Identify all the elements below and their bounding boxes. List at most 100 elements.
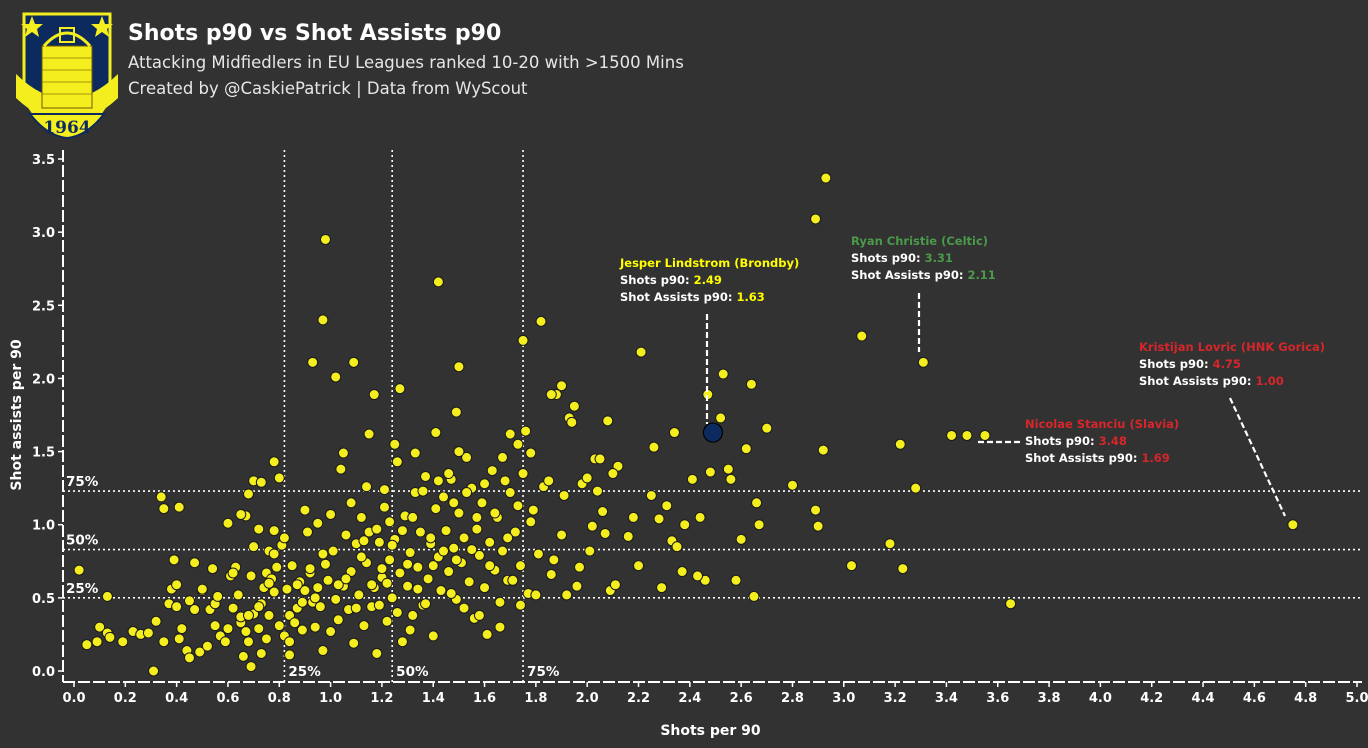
data-point (425, 532, 437, 544)
data-point (240, 626, 252, 638)
data-point (484, 536, 496, 548)
data-point (653, 513, 665, 525)
data-point (417, 485, 429, 497)
data-point (543, 475, 555, 487)
data-point (502, 532, 514, 544)
data-point (443, 468, 455, 480)
data-point (917, 356, 929, 368)
data-point (309, 592, 321, 604)
data-point (150, 615, 162, 627)
data-point (142, 627, 154, 639)
data-point (312, 517, 324, 529)
data-point (514, 599, 526, 611)
data-point (597, 506, 609, 518)
y-tick-label: 1.0 (32, 519, 55, 534)
x-tick-label: 2.4 (678, 691, 701, 706)
x-tick-label: 3.2 (884, 691, 907, 706)
data-point (730, 574, 742, 586)
data-point (432, 475, 444, 487)
data-point (189, 557, 201, 569)
data-point (407, 609, 419, 621)
data-point (479, 478, 491, 490)
data-point (574, 561, 586, 573)
data-point (389, 438, 401, 450)
data-point (412, 583, 424, 595)
data-point (348, 637, 360, 649)
data-point (671, 541, 683, 553)
x-tick-label: 0.2 (114, 691, 137, 706)
percentile-label-y: 75% (66, 474, 99, 490)
data-point (168, 554, 180, 566)
data-point (286, 560, 298, 572)
data-point (453, 361, 465, 373)
data-point (884, 538, 896, 550)
data-point (350, 602, 362, 614)
data-point (735, 533, 747, 545)
data-point (753, 519, 765, 531)
data-point (532, 548, 544, 560)
annotation-assists: Shot Assists p90: 1.63 (620, 290, 765, 304)
annotation-shots: Shots p90: 3.31 (851, 251, 953, 265)
data-point (535, 315, 547, 327)
data-point (332, 614, 344, 626)
x-tick-label: 4.0 (1089, 691, 1112, 706)
data-point (173, 633, 185, 645)
data-point (391, 456, 403, 468)
data-point (260, 633, 272, 645)
data-point (253, 623, 265, 635)
x-tick-label: 4.6 (1243, 691, 1266, 706)
club-logo: 1964 (16, 12, 118, 140)
data-point (330, 593, 342, 605)
data-point (609, 579, 621, 591)
data-point (296, 624, 308, 636)
data-point (715, 412, 727, 424)
data-point (219, 636, 231, 648)
data-point (581, 472, 593, 484)
data-point (810, 504, 822, 516)
data-point (386, 539, 398, 551)
data-point (525, 447, 537, 459)
data-point (661, 500, 673, 512)
data-point (263, 609, 275, 621)
data-point (479, 582, 491, 594)
y-tick-label: 3.5 (32, 153, 55, 168)
data-point (358, 620, 370, 632)
data-point (635, 346, 647, 358)
x-tick-label: 0.6 (216, 691, 239, 706)
percentile-label-x: 75% (527, 664, 560, 680)
data-point (686, 473, 698, 485)
data-point (489, 507, 501, 519)
data-point (584, 545, 596, 557)
data-point (355, 551, 367, 563)
data-point (420, 598, 432, 610)
data-point (317, 645, 329, 657)
x-tick-label: 2.6 (730, 691, 753, 706)
data-point (155, 491, 167, 503)
annotation-connector (1229, 397, 1286, 517)
percentile-label-y: 25% (66, 581, 99, 597)
data-point (571, 580, 583, 592)
data-point (817, 444, 829, 456)
logo-year: 1964 (43, 118, 90, 138)
data-point (558, 489, 570, 501)
data-point (235, 508, 247, 520)
data-point (201, 640, 213, 652)
data-point (748, 590, 760, 602)
data-point (450, 406, 462, 418)
data-point (376, 563, 388, 575)
data-point (856, 330, 868, 342)
data-point (355, 511, 367, 523)
data-point (171, 601, 183, 613)
annotation-shots: Shots p90: 4.75 (1139, 357, 1241, 371)
data-point (438, 545, 450, 557)
data-point (273, 620, 285, 632)
data-point (371, 647, 383, 659)
data-point (227, 602, 239, 614)
percentile-label-y: 50% (66, 533, 99, 549)
data-point (512, 500, 524, 512)
data-point (268, 548, 280, 560)
data-point (325, 626, 337, 638)
y-tick-label: 3.0 (32, 226, 55, 241)
data-point (358, 535, 370, 547)
data-point (453, 507, 465, 519)
